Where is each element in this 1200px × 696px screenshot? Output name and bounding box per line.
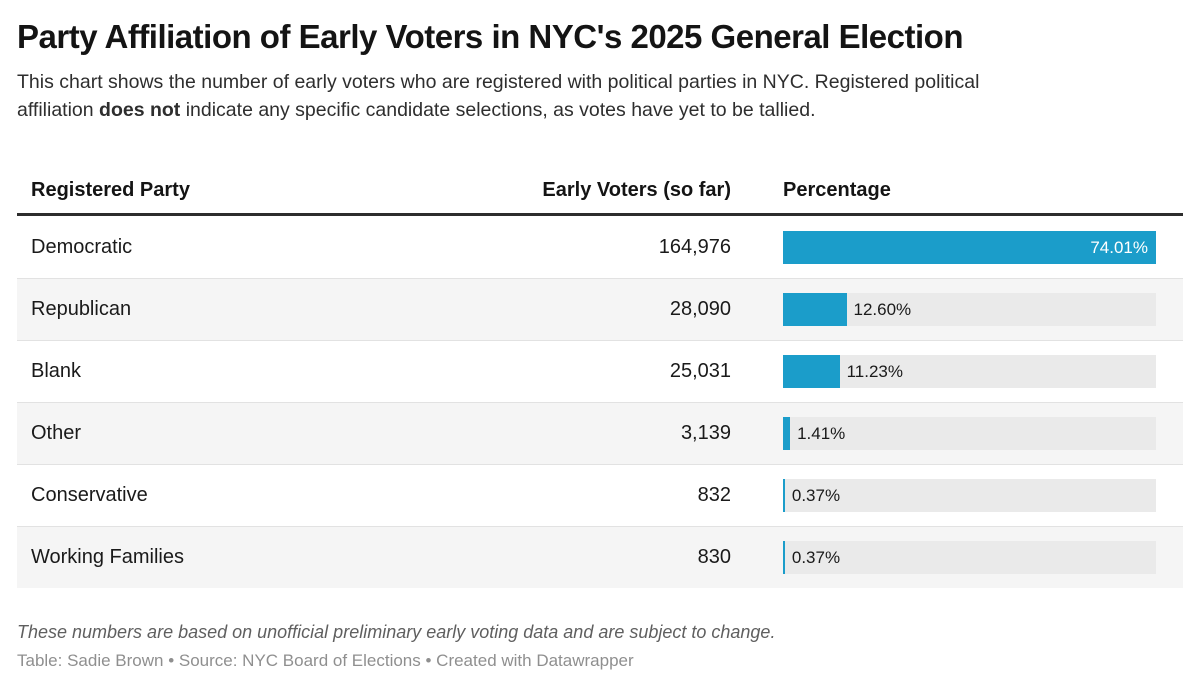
cell-percentage: 11.23% — [731, 355, 1183, 388]
cell-party: Democratic — [31, 235, 133, 258]
table-header-row: Registered Party Early Voters (so far) P… — [17, 168, 1183, 216]
subtitle-line2-end: indicate any specific candidate selectio… — [180, 99, 816, 121]
party-affiliation-table: Registered Party Early Voters (so far) P… — [17, 168, 1183, 588]
cell-voters: 830 — [697, 546, 731, 568]
footnote: These numbers are based on unofficial pr… — [17, 622, 776, 642]
bar-fill — [783, 479, 785, 512]
subtitle-line1: This chart shows the number of early vot… — [17, 71, 980, 93]
subtitle-bold-text: does not — [99, 99, 181, 121]
column-header-registered-party: Registered Party — [31, 179, 190, 201]
bar-fill — [783, 417, 791, 450]
cell-percentage: 0.37% — [731, 479, 1183, 512]
cell-voters: 25,031 — [669, 360, 731, 382]
bar-value-label: 11.23% — [846, 362, 903, 381]
bar-fill — [783, 355, 840, 388]
bar-track: 0.37% — [783, 541, 1156, 574]
table-row: Republican 28,090 12.60% — [17, 278, 1183, 340]
bar-track: 0.37% — [783, 479, 1156, 512]
bar-track: 12.60% — [783, 293, 1156, 326]
bar-value-label: 74.01% — [1090, 237, 1148, 257]
table-body: Democratic 164,976 74.01% Republican 28,… — [17, 216, 1183, 588]
cell-voters: 3,139 — [680, 422, 731, 444]
chart-title: Party Affiliation of Early Voters in NYC… — [17, 18, 963, 55]
cell-voters: 164,976 — [658, 235, 731, 258]
subtitle-line2-start: affiliation — [17, 99, 100, 121]
chart-container: Party Affiliation of Early Voters in NYC… — [17, 18, 1183, 670]
cell-percentage: 12.60% — [731, 293, 1183, 326]
table-row: Conservative 832 0.37% — [17, 464, 1183, 526]
cell-voters: 832 — [697, 484, 731, 506]
table-row: Other 3,139 1.41% — [17, 402, 1183, 464]
bar-value-label: 1.41% — [797, 424, 846, 443]
cell-percentage: 0.37% — [731, 541, 1183, 574]
cell-voters: 28,090 — [669, 298, 731, 320]
cell-party: Blank — [31, 360, 82, 382]
bar-value-label: 12.60% — [853, 300, 912, 319]
table-row: Blank 25,031 11.23% — [17, 340, 1183, 402]
cell-party: Republican — [31, 298, 132, 320]
credit-line: Table: Sadie Brown • Source: NYC Board o… — [17, 651, 634, 670]
cell-party: Other — [31, 422, 82, 444]
cell-percentage: 1.41% — [731, 417, 1183, 450]
cell-party: Working Families — [31, 546, 184, 568]
cell-party: Conservative — [31, 484, 148, 506]
chart-subtitle: This chart shows the number of early vot… — [17, 68, 1183, 124]
bar-fill — [783, 293, 847, 326]
bar-track: 1.41% — [783, 417, 1156, 450]
cell-percentage: 74.01% — [731, 230, 1183, 264]
bar-value-label: 0.37% — [791, 486, 841, 505]
bar-fill — [783, 230, 1156, 264]
table-row: Democratic 164,976 74.01% — [17, 216, 1183, 278]
column-header-percentage: Percentage — [783, 179, 891, 201]
column-header-early-voters: Early Voters (so far) — [542, 179, 731, 201]
bar-fill — [783, 541, 785, 574]
bar-track: 74.01% — [783, 230, 1156, 264]
bar-track: 11.23% — [783, 355, 1156, 388]
table-row: Working Families 830 0.37% — [17, 526, 1183, 588]
bar-value-label: 0.37% — [791, 548, 841, 567]
